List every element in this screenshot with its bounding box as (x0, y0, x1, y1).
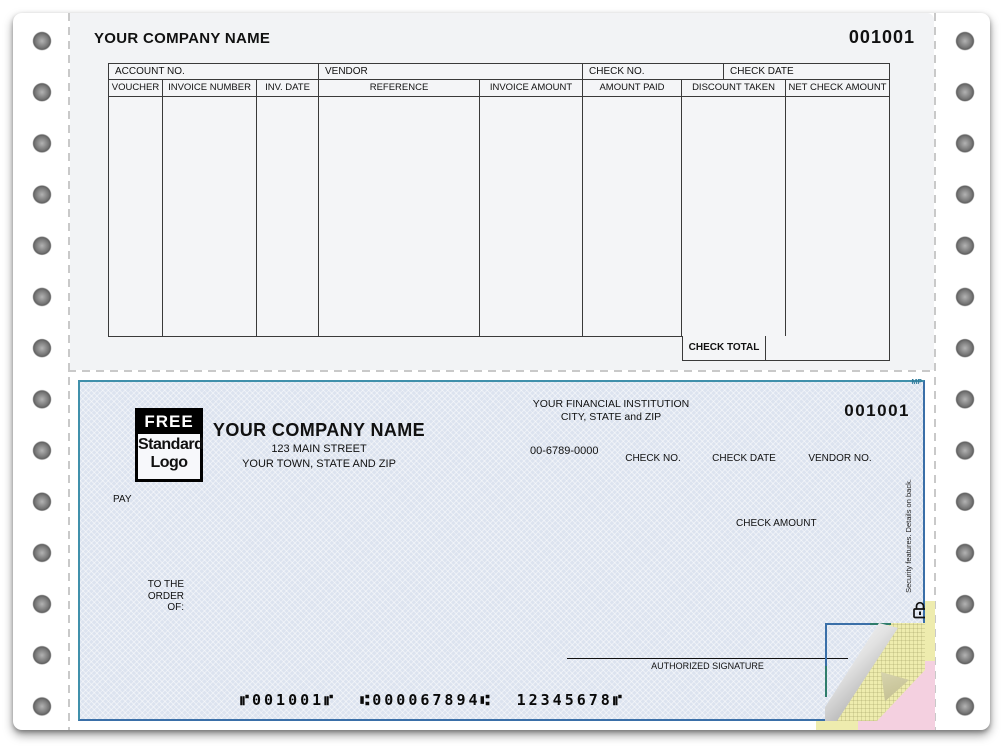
body-cell-invoice-number (163, 97, 257, 336)
copy-yellow-edge-right (925, 601, 935, 663)
continuous-check-sheet: YOUR COMPANY NAME 001001 ACCOUNT NO. VEN… (13, 13, 990, 730)
col-header-reference: REFERENCE (319, 80, 480, 97)
col-header-amount-paid: AMOUNT PAID (583, 80, 682, 97)
company-address-2: YOUR TOWN, STATE AND ZIP (242, 458, 396, 470)
check-total-row: CHECK TOTAL (682, 336, 890, 361)
check-number: 001001 (844, 401, 910, 420)
logo-text-free: FREE (138, 411, 200, 434)
perforation-right (934, 13, 936, 730)
group-header-account-no: ACCOUNT NO. (109, 64, 319, 80)
security-note: Security features. Details on back. (904, 479, 913, 593)
carbon-copy-corner-peel (825, 623, 925, 721)
label-vendor-no: VENDOR NO. (808, 453, 872, 464)
table-group-header-row: ACCOUNT NO. VENDOR CHECK NO. CHECK DATE (109, 64, 889, 80)
bank-fraction-code: 00-6789-0000 (530, 445, 599, 457)
table-body-row (109, 97, 889, 336)
micr-line: ⑈001001⑈ ⑆000067894⑆ 12345678⑈ (240, 691, 625, 709)
voucher-table: ACCOUNT NO. VENDOR CHECK NO. CHECK DATE … (108, 63, 890, 337)
label-authorized-signature: AUTHORIZED SIGNATURE (651, 661, 764, 671)
body-cell-voucher (109, 97, 163, 336)
copy-pink-edge-right (925, 661, 935, 730)
company-address-1: 123 MAIN STREET (271, 443, 367, 455)
col-header-inv-date: INV. DATE (257, 80, 319, 97)
label-check-no: CHECK NO. (625, 453, 681, 464)
copy-yellow-edge-bottom (816, 721, 860, 730)
company-block: YOUR COMPANY NAME 123 MAIN STREET YOUR T… (178, 420, 460, 471)
tractor-feed-strip-right (936, 13, 990, 730)
label-check-date: CHECK DATE (712, 453, 776, 464)
label-pay: PAY (113, 494, 132, 505)
body-cell-net-check-amount (786, 97, 889, 336)
check-total-value (766, 336, 890, 361)
body-cell-reference (319, 97, 480, 336)
bank-name: YOUR FINANCIAL INSTITUTION (532, 398, 690, 410)
check: MP FREE Standard Logo YOUR COMPANY NAME … (78, 379, 927, 721)
check-total-label: CHECK TOTAL (682, 336, 766, 361)
company-name: YOUR COMPANY NAME (212, 420, 426, 440)
logo-text-standard: Standard (138, 436, 204, 453)
col-header-net-check-amount: NET CHECK AMOUNT (786, 80, 889, 97)
voucher-stub: YOUR COMPANY NAME 001001 ACCOUNT NO. VEN… (70, 13, 934, 370)
body-cell-discount-taken (682, 97, 786, 336)
col-header-voucher: VOUCHER (109, 80, 163, 97)
logo-text-logo: Logo (150, 454, 188, 471)
bank-city-state-zip: CITY, STATE and ZIP (560, 410, 662, 423)
group-header-vendor: VENDOR (319, 64, 583, 80)
body-cell-invoice-amount (480, 97, 583, 336)
copy-pink-edge-bottom (858, 721, 925, 730)
col-header-invoice-number: INVOICE NUMBER (163, 80, 257, 97)
group-header-check-date: CHECK DATE (724, 64, 889, 80)
stub-check-number: 001001 (848, 27, 915, 47)
col-header-invoice-amount: INVOICE AMOUNT (480, 80, 583, 97)
stub-company-name: YOUR COMPANY NAME (94, 30, 271, 47)
tractor-feed-strip-left (13, 13, 68, 730)
label-check-amount: CHECK AMOUNT (736, 518, 817, 529)
table-column-header-row: VOUCHER INVOICE NUMBER INV. DATE REFEREN… (109, 80, 889, 97)
copy-pink-border-v (825, 623, 827, 667)
body-cell-inv-date (257, 97, 319, 336)
perforation-horizontal (68, 370, 934, 372)
company-logo: FREE Standard Logo (135, 408, 204, 482)
col-header-discount-taken: DISCOUNT TAKEN (682, 80, 786, 97)
body-cell-amount-paid (583, 97, 682, 336)
authorized-signature-line: AUTHORIZED SIGNATURE (567, 658, 848, 671)
copy-pink-border-h (825, 623, 870, 625)
corner-mark: MP (911, 379, 923, 386)
label-to-the-order-of: TO THE ORDER OF: (147, 579, 184, 613)
bank-block: YOUR FINANCIAL INSTITUTION CITY, STATE a… (511, 398, 711, 423)
group-header-check-no: CHECK NO. (583, 64, 724, 80)
